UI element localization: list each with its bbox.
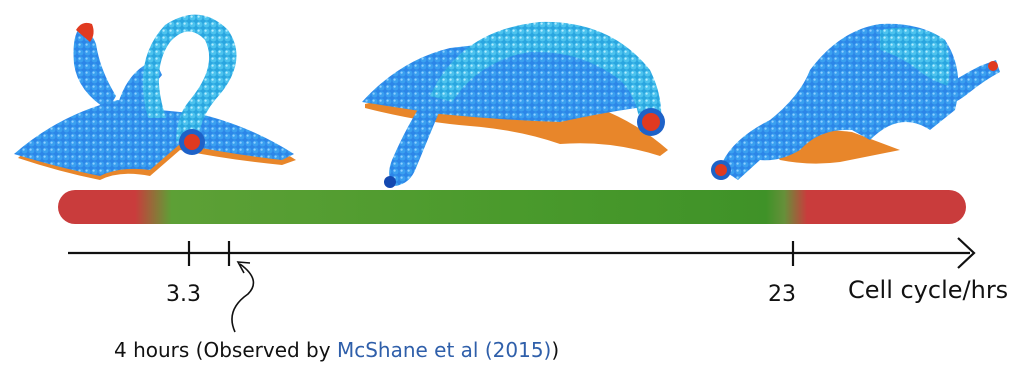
axis-label: Cell cycle/hrs bbox=[848, 276, 1009, 304]
loop-shaped-cell-model bbox=[14, 14, 296, 180]
reference-link[interactable]: McShane et al (2015) bbox=[336, 338, 552, 362]
arched-cell-model bbox=[362, 21, 668, 188]
tick-label-23: 23 bbox=[768, 282, 796, 307]
annotation-arrow bbox=[231, 261, 255, 333]
annotation-prefix: 4 hours (Observed by bbox=[114, 338, 337, 362]
annotation-caption: 4 hours (Observed by McShane et al (2015… bbox=[114, 338, 559, 362]
tick-label-3-3: 3.3 bbox=[166, 282, 201, 307]
annotation-suffix: ) bbox=[551, 338, 560, 362]
cell-cycle-phase-bar bbox=[58, 190, 966, 224]
time-axis bbox=[68, 237, 976, 269]
hump-shaped-cell-model bbox=[711, 23, 1000, 180]
